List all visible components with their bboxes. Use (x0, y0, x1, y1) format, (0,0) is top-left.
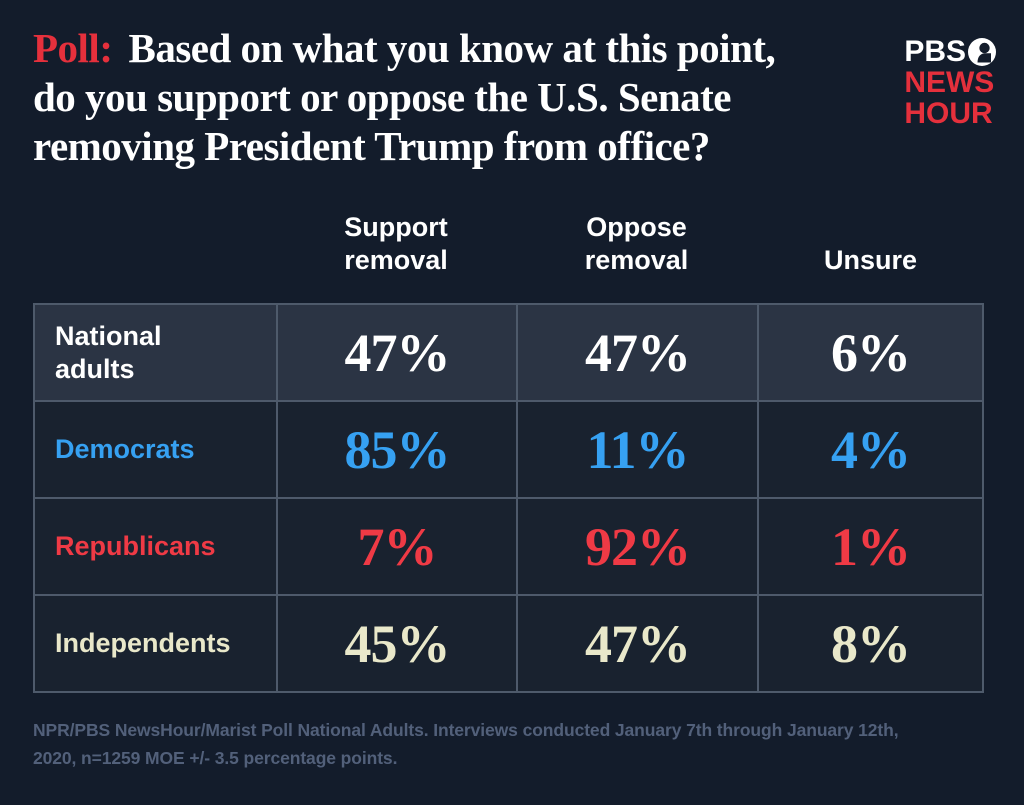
row-label: National adults (35, 305, 276, 400)
table-cell: 92% (518, 499, 757, 594)
column-header-oppose: Oppose removal (584, 212, 689, 275)
column-header-support: Support removal (344, 212, 448, 275)
row-label: Democrats (35, 402, 276, 497)
table-cell: 47% (278, 305, 516, 400)
table-cell: 45% (278, 596, 516, 691)
table-row-democrats: Democrats 85% 11% 4% (35, 402, 982, 497)
logo-pbs-text: PBS (904, 35, 966, 68)
title-line-1: Poll: Based on what you know at this poin… (33, 24, 776, 73)
pbs-newshour-logo: PBS NEWS HOUR (904, 36, 996, 129)
title-line-3: removing President Trump from office? (33, 123, 710, 169)
page-title: Poll: Based on what you know at this poin… (33, 24, 776, 171)
logo-pbs-row: PBS (904, 36, 996, 67)
table-cell: 6% (759, 305, 982, 400)
title-text: Based on what you know at this point, (128, 25, 776, 71)
row-label: Independents (35, 596, 276, 691)
table-row-republicans: Republicans 7% 92% 1% (35, 499, 982, 594)
table-cell: 47% (518, 596, 757, 691)
table-cell: 8% (759, 596, 982, 691)
title-line-2: do you support or oppose the U.S. Senate (33, 74, 732, 120)
table-row-national-adults: National adults 47% 47% 6% (35, 305, 982, 400)
table-cell: 7% (278, 499, 516, 594)
table-row-independents: Independents 45% 47% 8% (35, 596, 982, 691)
table-cell: 47% (518, 305, 757, 400)
poll-results-table: National adults 47% 47% 6% Democrats 85%… (33, 303, 984, 693)
logo-news-text: NEWS (904, 66, 995, 99)
logo-hour-text: HOUR (904, 97, 993, 130)
table-cell: 85% (278, 402, 516, 497)
table-cell: 11% (518, 402, 757, 497)
source-attribution: NPR/PBS NewsHour/Marist Poll National Ad… (33, 720, 899, 768)
table-column-headers: Support removal Oppose removal Unsure (33, 200, 984, 290)
poll-prefix-label: Poll: (33, 25, 113, 71)
row-label: Republicans (35, 499, 276, 594)
table-cell: 4% (759, 402, 982, 497)
column-header-unsure: Unsure (823, 245, 918, 275)
pbs-face-icon (968, 37, 996, 66)
table-cell: 1% (759, 499, 982, 594)
